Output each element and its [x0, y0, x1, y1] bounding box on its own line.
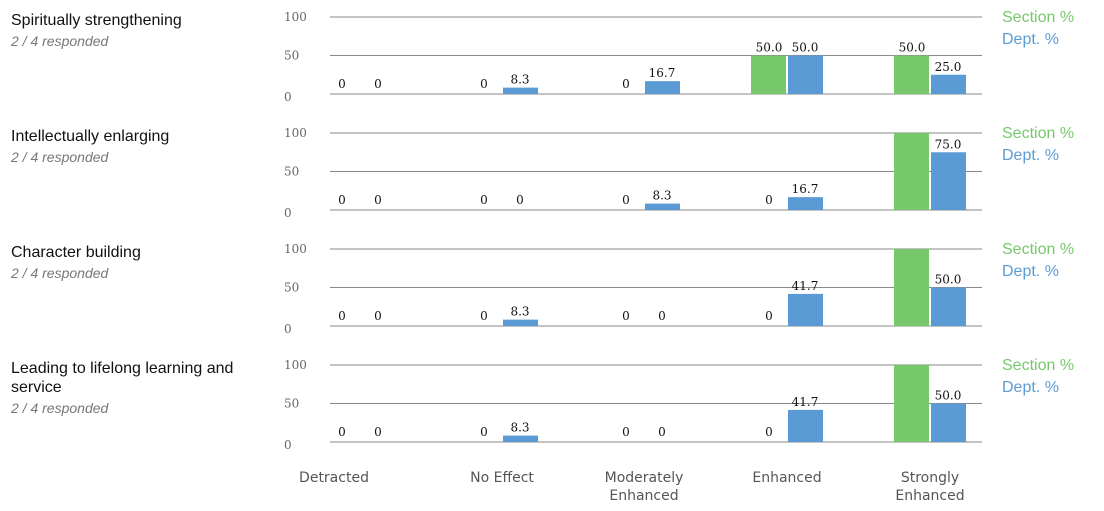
legend-section: Section % [1002, 241, 1074, 258]
legend-section: Section % [1002, 357, 1074, 374]
data-label: 16.7 [792, 182, 819, 196]
bar-dept [788, 409, 823, 442]
data-label: 0 [622, 77, 630, 91]
category-label: Detracted [299, 470, 369, 486]
y-tick-label: 50 [284, 49, 299, 63]
data-label: 0 [622, 193, 630, 207]
data-label: 0 [374, 77, 382, 91]
bar-dept [788, 293, 823, 326]
bar-dept [931, 287, 966, 326]
data-label: 0 [374, 425, 382, 439]
bar-dept [788, 55, 823, 94]
legend-dept: Dept. % [1002, 379, 1059, 396]
bar-dept [503, 435, 538, 442]
y-tick-label: 50 [284, 281, 299, 295]
data-label: 8.3 [652, 189, 671, 203]
data-label: 0 [622, 309, 630, 323]
bar-section [894, 365, 929, 442]
legend-dept: Dept. % [1002, 263, 1059, 280]
data-label: 0 [765, 425, 773, 439]
bar-dept [931, 152, 966, 210]
question-title: Character building [11, 244, 141, 261]
question-title: Spiritually strengthening [11, 12, 182, 29]
data-label: 50.0 [792, 41, 819, 55]
data-label: 0 [480, 425, 488, 439]
y-tick-label: 50 [284, 165, 299, 179]
category-label: Moderately Enhanced [605, 470, 684, 504]
y-tick-label: 0 [284, 206, 292, 220]
responded-count: 2 / 4 responded [11, 149, 109, 165]
y-tick-label: 100 [284, 126, 307, 140]
bar-dept [645, 203, 680, 210]
y-tick-label: 100 [284, 10, 307, 24]
data-label: 100.0 [895, 234, 929, 248]
panel-2: 0 50 100 0 0 0 0 100.0 0 0 8.3 16.7 75.0 Section % Dep… [284, 118, 1074, 220]
panel-1: 0 50 100 0 0 0 50.0 50.0 0 8.3 16.7 50.0 25.0 Section… [284, 9, 1074, 104]
responded-count: 2 / 4 responded [11, 400, 109, 416]
data-label: 0 [765, 309, 773, 323]
data-label: 75.0 [935, 137, 962, 151]
bar-dept [931, 403, 966, 442]
legend-section: Section % [1002, 125, 1074, 142]
data-label: 50.0 [756, 41, 783, 55]
data-label: 25.0 [935, 60, 962, 74]
data-label: 16.7 [649, 66, 676, 80]
bar-dept [931, 74, 966, 94]
question-title: Leading to lifelong learning and service [11, 360, 234, 396]
legend-dept: Dept. % [1002, 31, 1059, 48]
legend-section: Section % [1002, 9, 1074, 26]
bar-section [894, 133, 929, 210]
category-label: Enhanced [752, 470, 821, 486]
data-label: 0 [622, 425, 630, 439]
data-label: 0 [765, 193, 773, 207]
responded-count: 2 / 4 responded [11, 33, 109, 49]
data-label: 100.0 [895, 118, 929, 132]
category-label: No Effect [470, 470, 534, 486]
data-label: 0 [338, 77, 346, 91]
y-tick-label: 0 [284, 90, 292, 104]
bar-section [894, 55, 929, 94]
data-label: 8.3 [510, 421, 529, 435]
data-label: 0 [480, 77, 488, 91]
bar-dept [788, 197, 823, 210]
y-tick-label: 0 [284, 438, 292, 452]
question-title: Intellectually enlarging [11, 128, 170, 145]
data-label: 0 [658, 425, 666, 439]
data-label: 0 [374, 193, 382, 207]
data-label: 0 [516, 193, 524, 207]
category-label: Strongly Enhanced [895, 470, 964, 504]
bar-section [894, 249, 929, 326]
y-tick-label: 100 [284, 358, 307, 372]
bar-dept [503, 319, 538, 326]
bar-section [751, 55, 786, 94]
panel-4: 0 50 100 0 0 0 0 100.0 0 8.3 0 41.7 50.0 Section % Dep… [284, 350, 1074, 452]
bar-dept [645, 81, 680, 94]
data-label: 50.0 [899, 41, 926, 55]
data-label: 41.7 [792, 395, 819, 409]
data-label: 0 [480, 309, 488, 323]
data-label: 0 [338, 193, 346, 207]
data-label: 0 [338, 309, 346, 323]
y-tick-label: 0 [284, 322, 292, 336]
bar-dept [503, 87, 538, 94]
data-label: 8.3 [510, 73, 529, 87]
legend-dept: Dept. % [1002, 147, 1059, 164]
data-label: 50.0 [935, 273, 962, 287]
data-label: 41.7 [792, 279, 819, 293]
panel-3: 0 50 100 0 0 0 0 100.0 0 8.3 0 41.7 50.0 Section % Dep… [284, 234, 1074, 336]
y-tick-label: 50 [284, 397, 299, 411]
data-label: 8.3 [510, 305, 529, 319]
data-label: 0 [658, 309, 666, 323]
data-label: 50.0 [935, 389, 962, 403]
data-label: 0 [374, 309, 382, 323]
data-label: 0 [480, 193, 488, 207]
y-tick-label: 100 [284, 242, 307, 256]
responded-count: 2 / 4 responded [11, 265, 109, 281]
data-label: 0 [338, 425, 346, 439]
data-label: 100.0 [895, 350, 929, 364]
